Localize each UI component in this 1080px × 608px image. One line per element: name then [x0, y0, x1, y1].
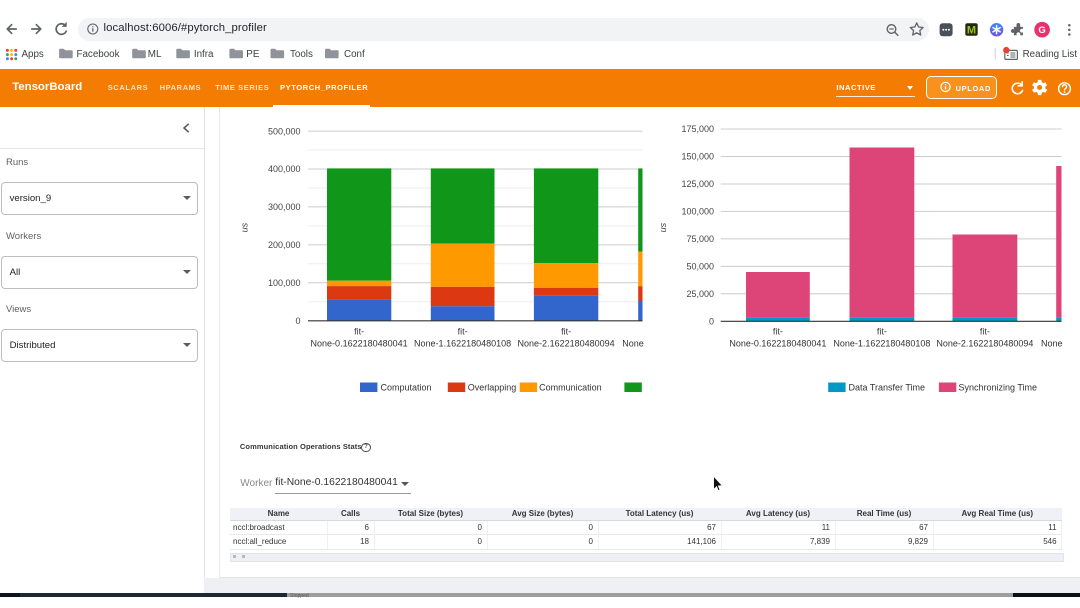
svg-text:0: 0	[709, 317, 714, 327]
svg-text:50,000: 50,000	[686, 262, 714, 272]
svg-text:75,000: 75,000	[686, 234, 714, 244]
svg-text:None-1.1622180480108: None-1.1622180480108	[414, 339, 511, 349]
svg-text:175,000: 175,000	[681, 124, 714, 134]
svg-text:None: None	[622, 339, 644, 349]
svg-text:M: M	[967, 25, 976, 37]
svg-text:fit-: fit-	[561, 327, 571, 337]
svg-text:Overlapping: Overlapping	[468, 383, 517, 393]
svg-text:Data Transfer Time: Data Transfer Time	[849, 383, 926, 393]
svg-text:fit-: fit-	[773, 327, 783, 337]
svg-text:200,000: 200,000	[268, 240, 301, 250]
svg-text:None-2.1622180480094: None-2.1622180480094	[936, 339, 1033, 349]
svg-text:100,000: 100,000	[681, 207, 714, 217]
svg-text:fit-: fit-	[980, 327, 990, 337]
svg-text:Computation: Computation	[381, 383, 432, 393]
svg-text:None-0.1622180480041: None-0.1622180480041	[311, 339, 408, 349]
svg-text:125,000: 125,000	[681, 179, 714, 189]
svg-text:us: us	[240, 222, 250, 232]
svg-text:fit-: fit-	[354, 327, 364, 337]
svg-text:G: G	[1038, 25, 1045, 36]
svg-text:300,000: 300,000	[268, 202, 301, 212]
svg-text:Communication: Communication	[539, 383, 602, 393]
svg-text:None-0.1622180480041: None-0.1622180480041	[729, 339, 826, 349]
svg-text:Synchronizing Time: Synchronizing Time	[959, 383, 1038, 393]
svg-text:500,000: 500,000	[268, 126, 301, 136]
svg-text:0: 0	[295, 316, 300, 326]
svg-text:25,000: 25,000	[686, 289, 714, 299]
svg-text:fit-: fit-	[458, 327, 468, 337]
svg-text:None-1.1622180480108: None-1.1622180480108	[833, 339, 930, 349]
svg-text:100,000: 100,000	[268, 278, 301, 288]
svg-text:us: us	[658, 222, 668, 232]
svg-text:150,000: 150,000	[681, 152, 714, 162]
svg-text:None-2.1622180480094: None-2.1622180480094	[518, 339, 615, 349]
svg-text:400,000: 400,000	[268, 164, 301, 174]
svg-text:fit-: fit-	[877, 327, 887, 337]
svg-text:None: None	[1041, 339, 1063, 349]
